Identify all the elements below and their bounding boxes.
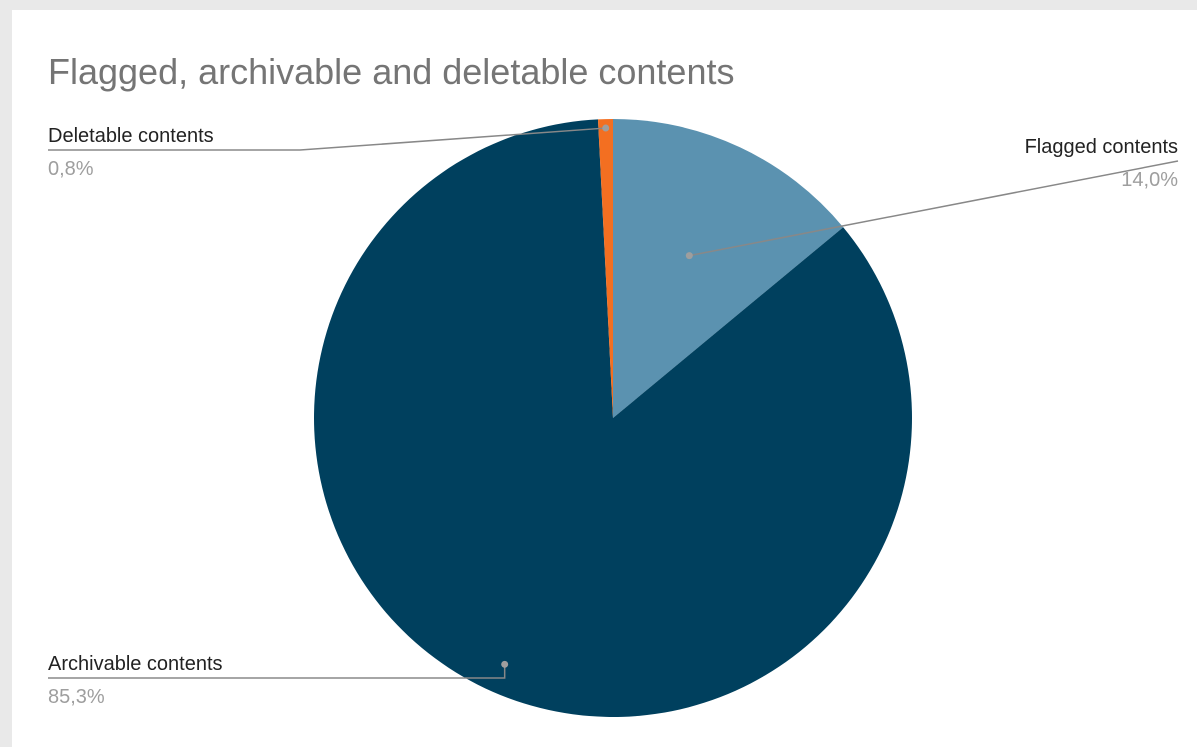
pie-slice-archivable-contents [314,119,912,718]
slice-percent-label: 0,8% [48,158,94,180]
slice-percent-label: 14,0% [1121,169,1178,191]
slice-label: Flagged contents [1025,136,1178,158]
pie-slices [314,119,912,718]
slice-label: Deletable contents [48,125,214,147]
callout-line [48,664,506,679]
callout-dot [602,124,610,132]
pie-slice-deletable-contents [597,119,613,418]
callout-line [689,160,1179,257]
chart-title: Flagged, archivable and deletable conten… [48,51,734,92]
slice-label: Archivable contents [48,653,223,675]
pie-slice-flagged-contents [613,119,844,418]
slice-percent-label: 85,3% [48,686,105,708]
pie-callouts: Flagged contents 14,0% Archivable contents… [48,124,1179,708]
callout-dot [501,660,509,668]
callout-dot [685,252,693,260]
callout-line [48,127,606,151]
